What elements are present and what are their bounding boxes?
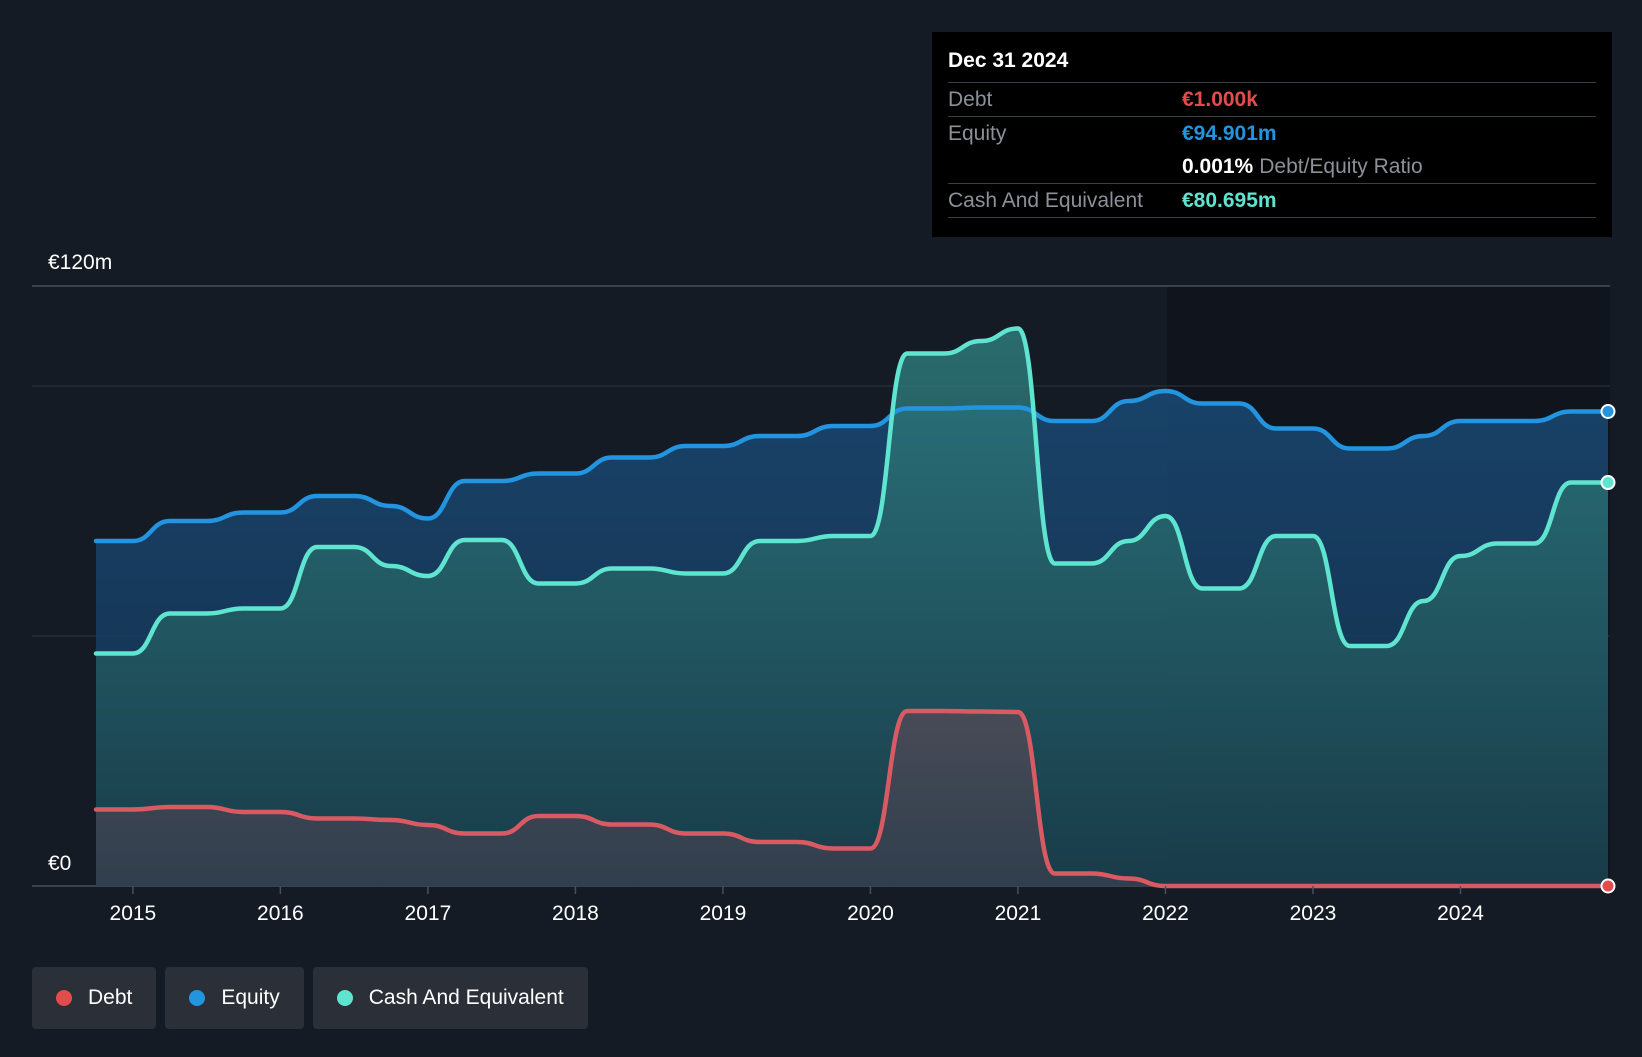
- legend-label-cash: Cash And Equivalent: [368, 986, 564, 1009]
- tooltip-debt-label: Debt: [948, 87, 993, 111]
- legend-label-equity: Equity: [221, 986, 280, 1009]
- legend-dot-debt: [56, 990, 72, 1006]
- x-tick-label-2018: 2018: [552, 902, 599, 925]
- x-tick-label-2020: 2020: [847, 902, 894, 925]
- x-tick-label-2017: 2017: [405, 902, 452, 925]
- tooltip-cash-label: Cash And Equivalent: [948, 188, 1143, 212]
- tooltip-ratio-value: 0.001%: [1182, 154, 1254, 178]
- tooltip-debt-row: Debt €1.000k: [948, 82, 1596, 116]
- x-tick-label-2019: 2019: [700, 902, 747, 925]
- tooltip-panel: Dec 31 2024 Debt €1.000k Equity €94.901m…: [932, 32, 1612, 237]
- tooltip-cash-value: €80.695m: [1182, 188, 1277, 212]
- series-areas: [96, 328, 1608, 886]
- x-tick-label-2022: 2022: [1142, 902, 1189, 925]
- legend-label-debt: Debt: [88, 986, 133, 1009]
- y-axis-label-top: €120m: [48, 251, 112, 274]
- tooltip-equity-row: Equity €94.901m: [948, 116, 1596, 150]
- debt-area: [96, 711, 1608, 886]
- legend-dot-equity: [189, 990, 206, 1006]
- cash-line: [93, 326, 1611, 656]
- series-end-markers: [1600, 403, 1616, 894]
- cash-area: [96, 328, 1608, 886]
- tooltip-date: Dec 31 2024: [948, 49, 1069, 72]
- tooltip-debt-value: €1.000k: [1182, 87, 1258, 111]
- x-tick-label-2023: 2023: [1290, 902, 1337, 925]
- x-tick-label-2015: 2015: [110, 902, 157, 925]
- tooltip-equity-value: €94.901m: [1182, 121, 1277, 145]
- legend-item-cash[interactable]: Cash And Equivalent: [312, 967, 588, 1029]
- x-tick-label-2021: 2021: [995, 902, 1042, 925]
- equity-end-point: [1600, 403, 1616, 419]
- equity-line: [93, 388, 1611, 544]
- tooltip-equity-label: Equity: [948, 121, 1007, 145]
- x-tick-label-2024: 2024: [1437, 902, 1484, 925]
- legend-dot-cash: [336, 990, 353, 1006]
- x-tick-label-2016: 2016: [257, 902, 304, 925]
- chart-legend: Debt Equity Cash And Equivalent: [32, 967, 588, 1029]
- legend-item-equity[interactable]: Equity: [165, 967, 304, 1029]
- cash-end-point: [1600, 475, 1616, 491]
- debt-end-point: [1600, 878, 1616, 894]
- y-axis-label-bottom: €0: [48, 852, 71, 875]
- legend-item-debt[interactable]: Debt: [32, 967, 157, 1029]
- tooltip-cash-row: Cash And Equivalent €80.695m: [948, 183, 1596, 218]
- x-axis-ticks: 2015 2016 2017 2018 2019 2020 2021 2022 2023 2024: [110, 886, 1484, 925]
- tooltip-ratio-row: 0.001% Debt/Equity Ratio: [948, 150, 1596, 183]
- debt-line: [93, 708, 1611, 889]
- tooltip-ratio-label: Debt/Equity Ratio: [1259, 154, 1423, 178]
- series-lines: [93, 326, 1611, 889]
